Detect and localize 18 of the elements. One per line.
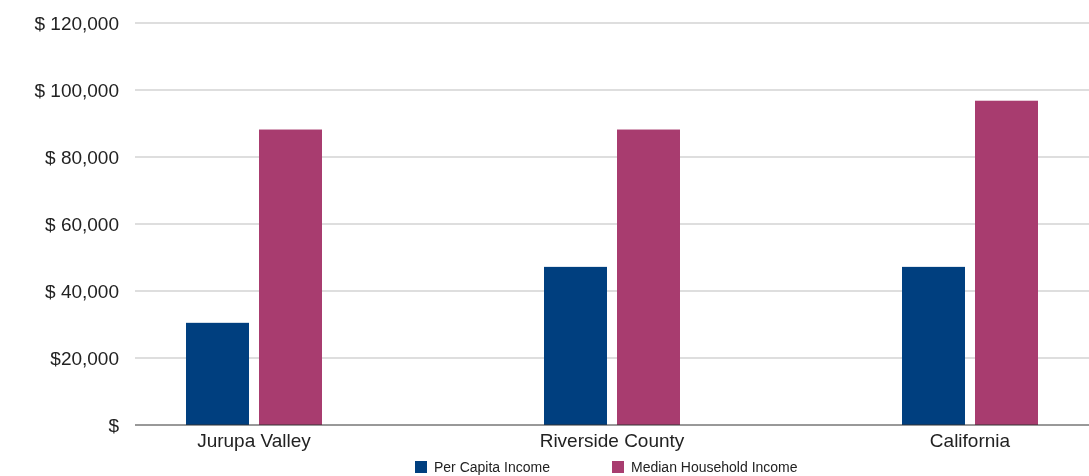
y-tick-label: $ 120,000 (34, 12, 119, 34)
x-tick-label: Jurupa Valley (197, 430, 312, 451)
bar (544, 266, 607, 425)
y-tick-label: $ 100,000 (34, 79, 119, 101)
y-tick-label: $ (108, 414, 120, 436)
x-tick-label: Riverside County (539, 430, 685, 451)
y-tick-label: $ 60,000 (45, 213, 119, 235)
legend-label: Per Capita Income (434, 459, 551, 475)
bar (617, 129, 680, 425)
x-tick-label: California (929, 430, 1011, 451)
legend-label: Median Household Income (631, 459, 798, 475)
y-tick-label: $ 80,000 (45, 146, 119, 168)
bar (902, 266, 965, 425)
y-tick-label: $20,000 (50, 347, 119, 369)
bar (975, 100, 1038, 425)
y-tick-label: $ 40,000 (45, 280, 119, 302)
bar (186, 322, 249, 425)
bar (259, 129, 322, 425)
